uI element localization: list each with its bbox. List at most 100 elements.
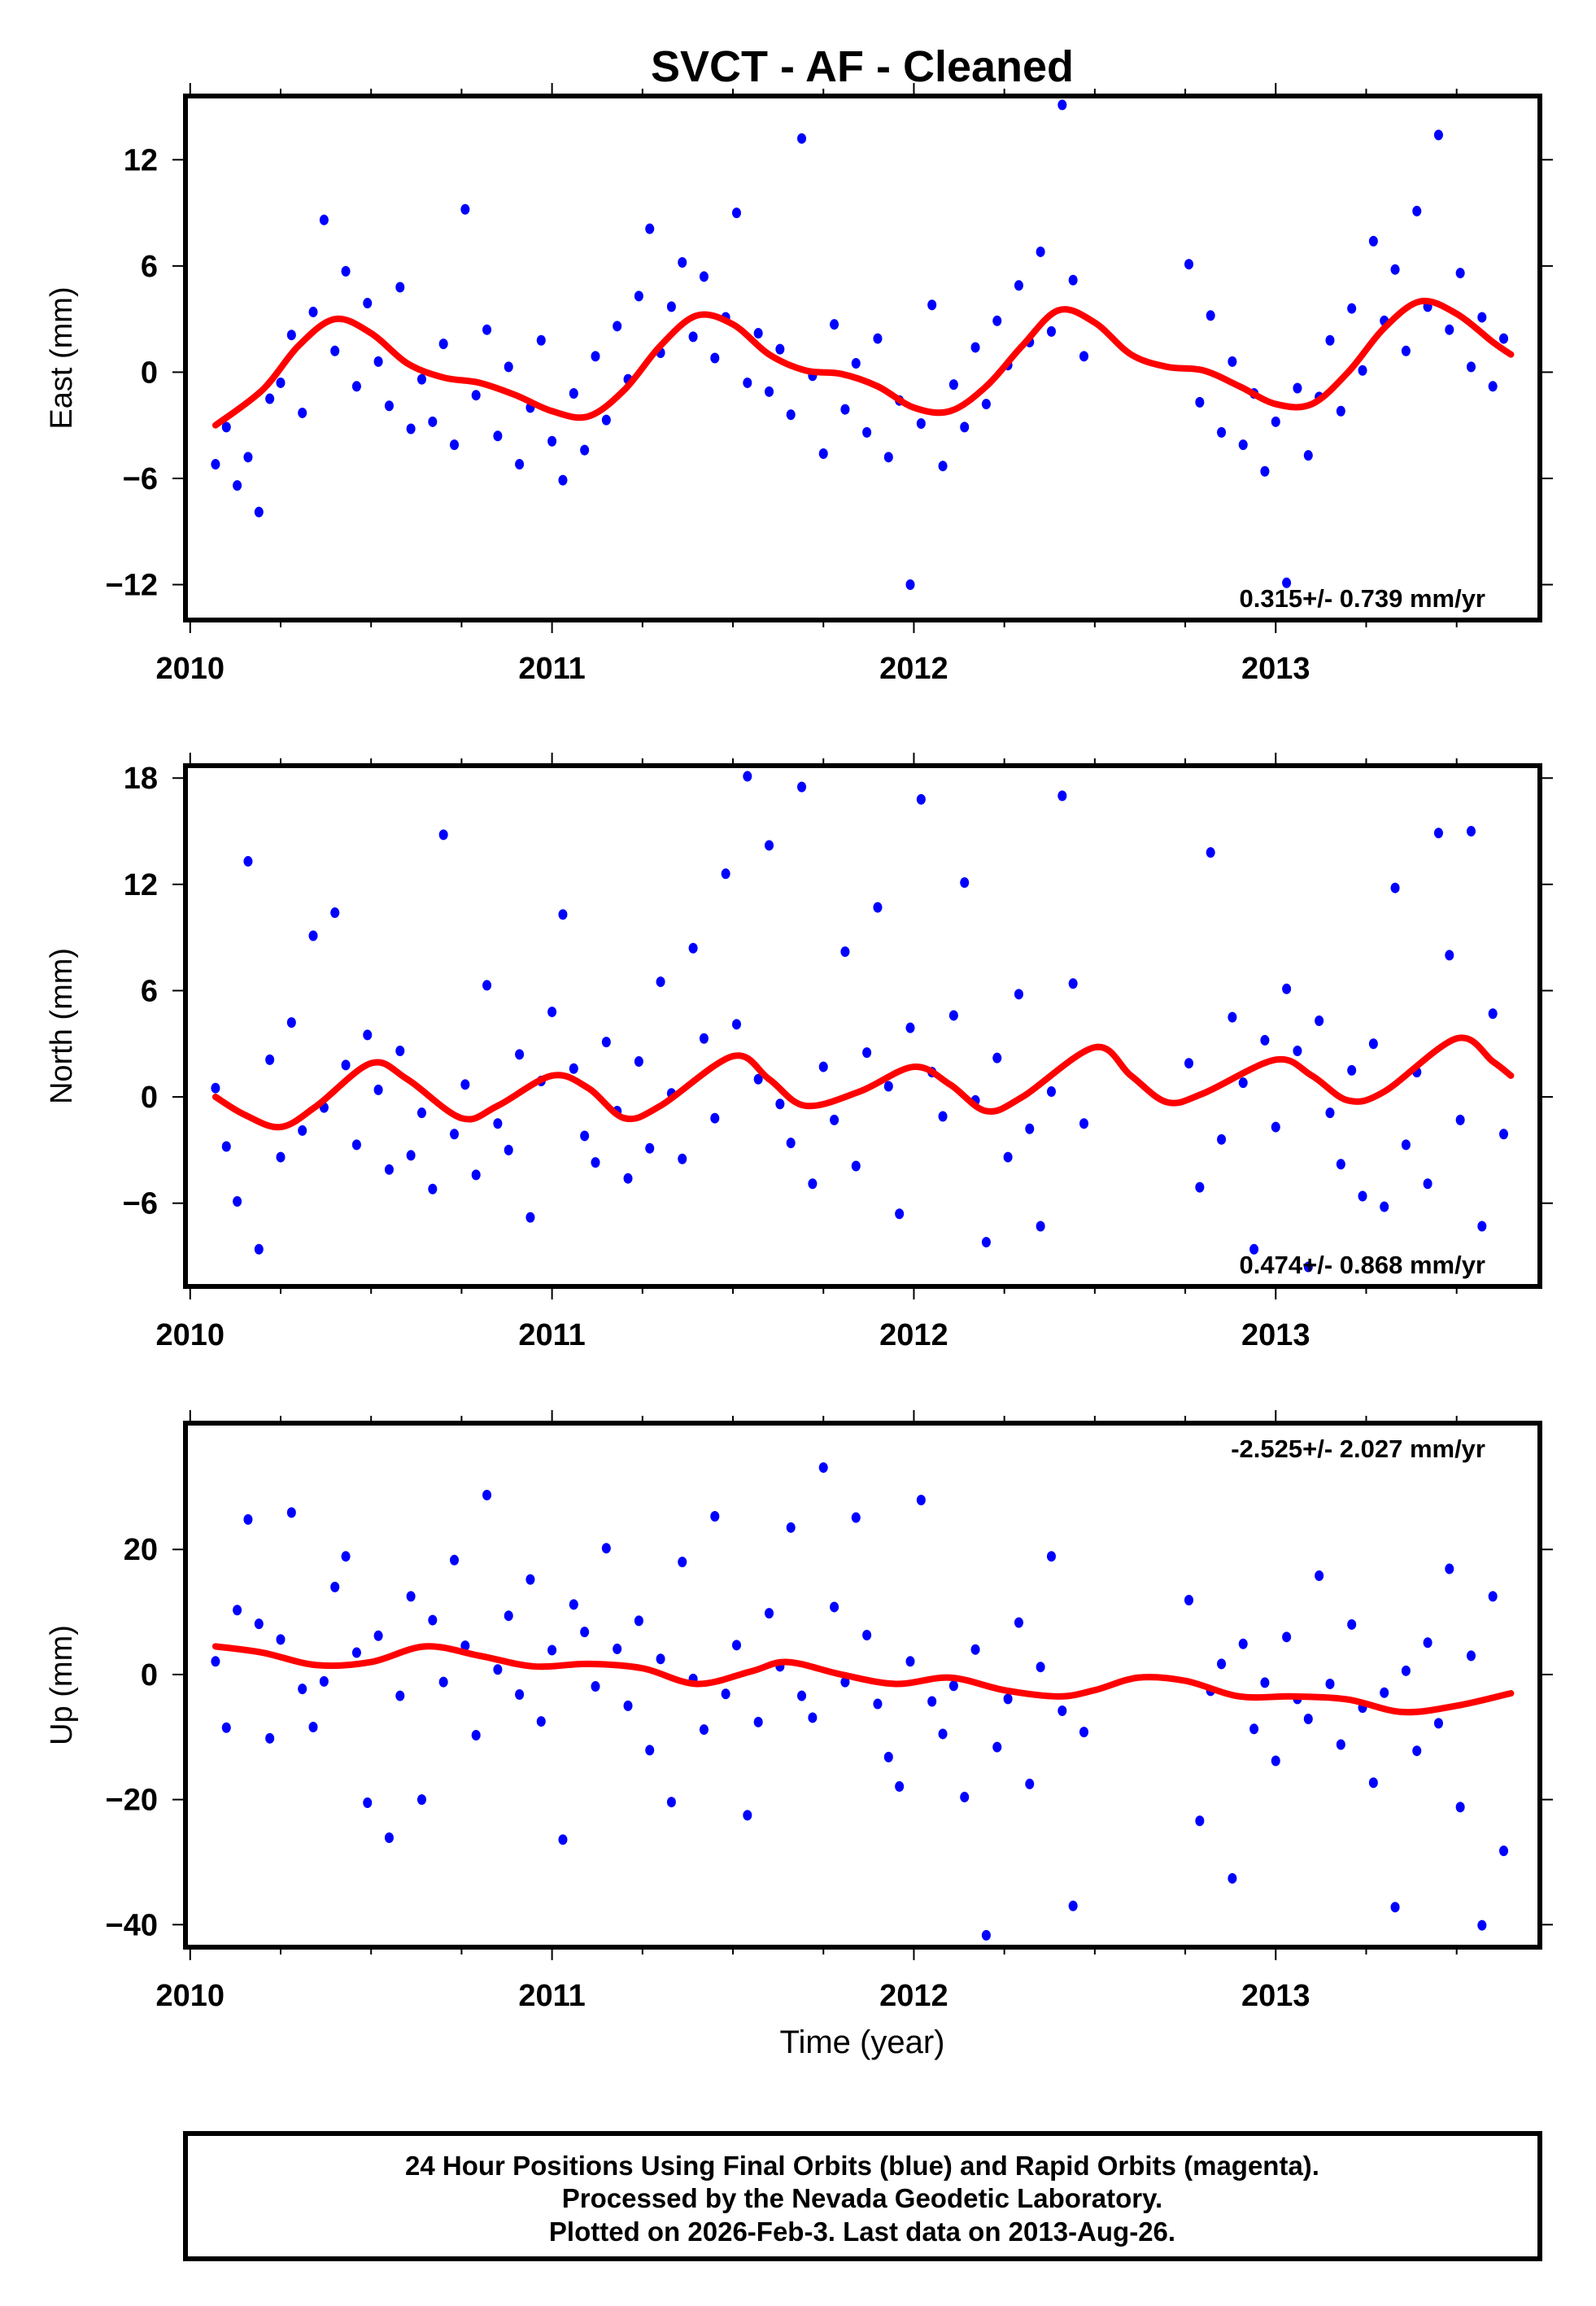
data-point <box>558 1834 568 1845</box>
data-point <box>1228 1011 1237 1023</box>
data-point <box>1466 1650 1476 1662</box>
data-point <box>493 1118 503 1129</box>
data-point <box>363 298 373 309</box>
data-point <box>276 1634 286 1645</box>
footer-line-processed: Processed by the Nevada Geodetic Laborat… <box>562 2183 1162 2213</box>
data-point <box>1282 1631 1292 1643</box>
data-point <box>211 459 220 470</box>
data-point <box>699 271 709 282</box>
data-point <box>1206 310 1215 321</box>
data-point <box>1466 361 1476 373</box>
data-point <box>656 976 665 988</box>
data-point <box>1003 1693 1013 1705</box>
data-point <box>645 1142 655 1154</box>
data-point <box>808 1178 818 1190</box>
data-point <box>797 781 807 793</box>
data-point <box>1423 1178 1432 1190</box>
data-point <box>1445 950 1454 961</box>
data-point <box>1249 1243 1259 1255</box>
data-point <box>450 439 460 451</box>
data-point <box>460 1079 470 1090</box>
data-point <box>384 1164 394 1175</box>
data-point <box>765 386 774 397</box>
data-point <box>1390 882 1400 893</box>
data-point <box>1079 1118 1089 1129</box>
x-tick-label: 2012 <box>879 1318 948 1352</box>
footer-box: 24 Hour Positions Using Final Orbits (bl… <box>183 2131 1542 2261</box>
data-point <box>797 133 807 144</box>
data-point <box>862 426 872 438</box>
data-point <box>558 909 568 920</box>
data-point <box>1412 1745 1422 1757</box>
data-point <box>330 907 340 919</box>
data-point <box>927 299 937 311</box>
data-point <box>591 351 600 362</box>
data-point <box>1390 1902 1400 1913</box>
panel-north: 2010 2011 2012 2013 −6 0 6 12 18 North (mm) 0.474+… <box>45 753 1553 1352</box>
x-tick-label: 2012 <box>879 652 948 686</box>
x-tick-label: 2010 <box>156 652 225 686</box>
data-point <box>438 1676 448 1688</box>
data-point <box>1228 1872 1237 1884</box>
data-point <box>233 480 242 491</box>
data-point <box>1238 1638 1248 1649</box>
data-point <box>981 1237 991 1248</box>
data-point <box>753 328 763 339</box>
data-point <box>1249 1723 1259 1735</box>
data-point <box>873 902 883 913</box>
data-point <box>1401 1139 1411 1151</box>
data-point <box>840 1676 850 1688</box>
data-point <box>731 1640 741 1651</box>
data-point <box>1068 1900 1078 1911</box>
data-point <box>960 1792 970 1803</box>
data-point <box>1057 790 1067 801</box>
data-point <box>916 793 926 805</box>
data-point <box>862 1047 872 1059</box>
data-point <box>406 423 416 435</box>
data-point <box>1347 1618 1357 1630</box>
data-point <box>363 1029 373 1041</box>
data-point <box>395 1690 405 1701</box>
data-point <box>298 407 307 418</box>
data-point <box>1477 1221 1487 1232</box>
data-point <box>254 1618 264 1630</box>
data-point <box>1412 205 1422 216</box>
data-point <box>613 1643 622 1654</box>
data-point <box>1380 1201 1389 1212</box>
data-point <box>1423 1637 1432 1649</box>
data-point <box>1025 1778 1035 1789</box>
data-point <box>482 980 492 991</box>
data-point <box>721 1688 730 1700</box>
data-point <box>276 377 286 388</box>
data-point <box>1046 1086 1056 1098</box>
data-point <box>1282 983 1292 994</box>
data-point <box>1488 1591 1498 1602</box>
data-point <box>1315 1570 1324 1582</box>
data-point <box>298 1125 307 1136</box>
data-point <box>1325 334 1335 346</box>
data-point <box>341 1551 351 1562</box>
data-point <box>1368 235 1378 247</box>
data-point <box>1079 351 1089 362</box>
data-point <box>895 1780 905 1792</box>
data-point <box>536 334 546 346</box>
data-point <box>1499 1129 1509 1140</box>
data-point <box>1499 1845 1509 1857</box>
data-point <box>948 379 958 391</box>
data-point <box>1068 978 1078 989</box>
data-point <box>634 1056 643 1068</box>
data-point <box>883 1081 893 1092</box>
data-point <box>948 1010 958 1021</box>
data-point <box>1003 1151 1013 1163</box>
data-point <box>1358 1190 1367 1202</box>
data-point <box>862 1630 872 1641</box>
y-tick-label: −20 <box>106 1784 158 1818</box>
data-point <box>384 400 394 412</box>
data-point <box>395 1045 405 1056</box>
data-point <box>1260 465 1270 477</box>
data-point <box>786 1138 796 1149</box>
data-point <box>1499 333 1509 344</box>
data-point <box>373 1084 383 1095</box>
x-tick-label: 2013 <box>1241 652 1310 686</box>
